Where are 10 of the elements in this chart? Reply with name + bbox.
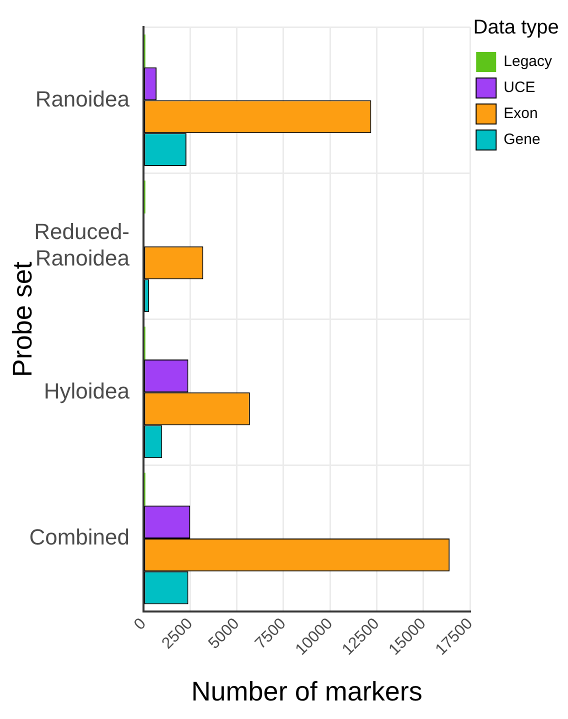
legend-label: Gene — [504, 131, 540, 148]
legend-label: UCE — [504, 79, 536, 96]
legend-title: Data type — [473, 16, 559, 39]
y-tick-label: Ranoidea — [35, 86, 130, 112]
legend-label: Exon — [504, 105, 538, 122]
x-axis-title: Number of markers — [191, 676, 422, 706]
legend-label: Legacy — [504, 53, 552, 70]
y-tick-label: Hyloidea — [44, 378, 130, 404]
y-tick-label: Combined — [29, 524, 130, 550]
x-tick-label: 0 — [131, 615, 150, 634]
